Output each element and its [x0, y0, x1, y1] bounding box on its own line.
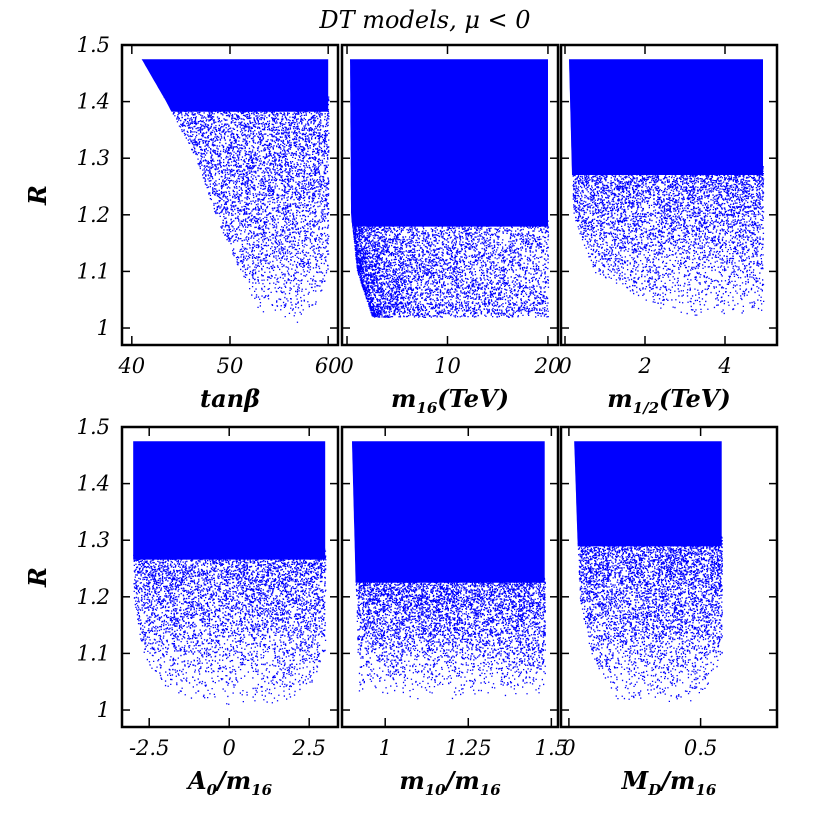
y-axis-label: R	[23, 567, 52, 588]
x-label-subscript-2: 16	[480, 781, 501, 799]
x-axis-label: tanβ	[200, 384, 260, 413]
y-tick-label: 1.5	[77, 415, 110, 439]
x-tick-label: 60	[315, 354, 342, 378]
x-tick-label: 40	[117, 354, 145, 378]
x-label-subscript: 1/2	[633, 399, 659, 417]
x-tick-label: 50	[217, 354, 244, 378]
dense-region	[352, 441, 545, 583]
x-tick-label: 0	[562, 736, 575, 760]
y-tick-label: 1	[97, 316, 110, 340]
x-tick-label: 2.5	[291, 736, 325, 760]
x-label-rest: /m	[659, 766, 695, 795]
x-tick-label: 0	[223, 736, 236, 760]
x-label-subscript: 16	[416, 399, 437, 417]
y-tick-label: 1	[97, 698, 110, 722]
y-tick-label: 1.5	[77, 33, 110, 57]
x-label-rest: /m	[215, 766, 251, 795]
x-label-main: A	[186, 766, 207, 795]
x-axis-label: A0/m16	[186, 766, 273, 799]
dense-region	[569, 59, 763, 176]
x-tick-label: -2.5	[129, 736, 170, 760]
y-tick-label: 1.4	[77, 472, 110, 496]
x-label-main: M	[621, 766, 650, 795]
y-tick-label: 1.2	[77, 585, 110, 609]
x-tick-label: 20	[534, 354, 562, 378]
panel-1-0: -2.5 0 2.5 1 1.1 1.2 1.3 1.4 1.5 R A0/m16	[23, 415, 340, 799]
x-label-rest: /m	[444, 766, 480, 795]
x-label-subscript: 10	[425, 781, 446, 799]
x-axis-label: MD/m16	[621, 766, 717, 799]
dense-region	[141, 59, 329, 112]
x-label-main: m	[607, 384, 632, 413]
x-tick-label: 4	[717, 354, 731, 378]
x-axis-label: m1/2(TeV)	[607, 384, 730, 417]
panel-frame	[559, 425, 779, 729]
x-label-main: tan	[200, 384, 244, 413]
x-label-subscript: 0	[207, 781, 218, 799]
data-points	[572, 163, 765, 316]
x-axis-label: m10/m16	[399, 766, 501, 799]
panel-0-2: 0 2 4 m1/2(TeV)	[558, 43, 779, 417]
x-label-greek: β	[243, 384, 260, 413]
x-label-main: m	[399, 766, 424, 795]
y-tick-label: 1.1	[77, 259, 110, 283]
x-axis-label: m16(TeV)	[391, 384, 509, 417]
panel-1-2: 0 0.5 MD/m16	[559, 425, 779, 799]
panel-0-1: 0 10 20 m16(TeV)	[340, 43, 562, 417]
x-tick-label: 0	[340, 354, 353, 378]
x-label-subscript-2: 16	[695, 781, 716, 799]
panel-1-1: 1 1.25 1.5 m10/m16	[340, 425, 568, 799]
data-points	[351, 219, 550, 318]
y-tick-label: 1.4	[77, 90, 110, 114]
y-tick-label: 1.1	[77, 641, 110, 665]
x-tick-label: 1.25	[445, 736, 492, 760]
data-points	[577, 533, 723, 702]
x-label-main: m	[391, 384, 416, 413]
dense-region	[133, 441, 326, 560]
dense-region	[350, 59, 548, 227]
panel-frame	[559, 43, 779, 347]
y-tick-label: 1.3	[77, 528, 110, 552]
data-points	[355, 573, 546, 700]
x-label-subscript: D	[647, 781, 661, 799]
x-tick-label: 0	[558, 354, 571, 378]
x-tick-label: 10	[434, 354, 461, 378]
panel-frame	[340, 425, 560, 729]
x-tick-label: 1	[379, 736, 392, 760]
x-tick-label: 1.5	[535, 736, 568, 760]
y-axis-label: R	[23, 185, 52, 206]
x-tick-label: 2	[637, 354, 651, 378]
x-label-unit: (TeV)	[437, 384, 509, 413]
y-tick-label: 1.3	[77, 146, 110, 170]
figure-title: DT models, μ < 0	[318, 6, 530, 34]
panel-frame	[120, 425, 340, 729]
x-label-subscript-2: 16	[251, 781, 272, 799]
panel-frame	[340, 43, 560, 347]
data-points	[163, 95, 330, 323]
x-label-unit: (TeV)	[659, 384, 731, 413]
dense-region	[574, 441, 722, 547]
data-points	[133, 548, 327, 705]
y-tick-label: 1.2	[77, 203, 110, 227]
x-tick-label: 0.5	[684, 736, 717, 760]
